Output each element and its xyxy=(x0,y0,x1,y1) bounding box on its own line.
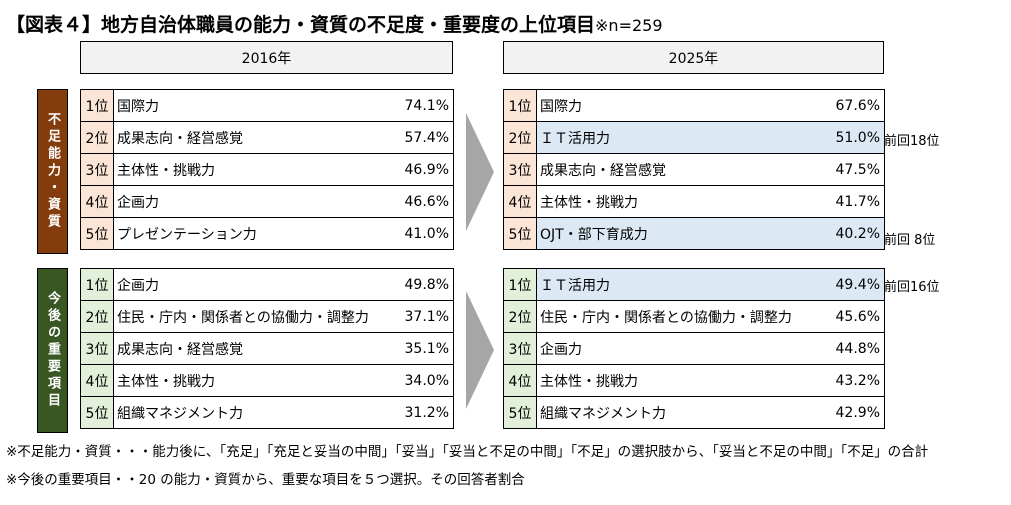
year-header-2016: 2016年 xyxy=(80,41,453,74)
rank-cell: 3位 xyxy=(80,332,114,365)
table-row: 5位 プレゼンテーション力 41.0% xyxy=(80,217,454,250)
item-cell: 企画力 xyxy=(113,185,394,218)
rank-cell: 4位 xyxy=(80,185,114,218)
page-title: 【図表４】地方自治体職員の能力・資質の不足度・重要度の上位項目※n=259 xyxy=(6,10,663,37)
previous-rank-note: 前回16位 xyxy=(884,280,940,295)
rank-cell: 5位 xyxy=(80,217,114,250)
percent-cell: 41.7% xyxy=(824,185,885,218)
arrow-right-icon xyxy=(466,113,494,231)
percent-cell: 43.2% xyxy=(824,364,885,397)
percent-cell: 45.6% xyxy=(824,300,885,333)
table-row: 3位 成果志向・経営感覚 47.5% xyxy=(503,153,885,186)
table-row: 2位 ＩＴ活用力 51.0% xyxy=(503,121,885,154)
item-cell: 住民・庁内・関係者との協働力・調整力 xyxy=(113,300,394,333)
percent-cell: 37.1% xyxy=(393,300,454,333)
rank-cell: 1位 xyxy=(503,268,537,301)
percent-cell: 67.6% xyxy=(824,89,885,122)
item-cell: 国際力 xyxy=(113,89,394,122)
percent-cell: 57.4% xyxy=(393,121,454,154)
item-cell: ＩＴ活用力 xyxy=(536,121,825,154)
table-shortage-2016: 1位 国際力 74.1% 2位 成果志向・経営感覚 57.4% 3位 主体性・挑戦力 46.9%… xyxy=(80,89,454,250)
item-cell: 成果志向・経営感覚 xyxy=(113,332,394,365)
table-importance-2025: 1位 ＩＴ活用力 49.4% 2位 住民・庁内・関係者との協働力・調整力 45.6% 3位企… xyxy=(503,268,885,429)
item-cell: 組織マネジメント力 xyxy=(536,396,825,429)
item-cell: 組織マネジメント力 xyxy=(113,396,394,429)
title-text: 【図表４】地方自治体職員の能力・資質の不足度・重要度の上位項目 xyxy=(6,14,596,36)
percent-cell: 35.1% xyxy=(393,332,454,365)
table-row: 4位 主体性・挑戦力 41.7% xyxy=(503,185,885,218)
footnote-shortage: ※不足能力・資質・・・能力後に、「充足」「充足と妥当の中間」「妥当」「妥当と不足… xyxy=(6,444,929,460)
percent-cell: 41.0% xyxy=(393,217,454,250)
table-row: 4位 企画力 46.6% xyxy=(80,185,454,218)
table-row: 1位 国際力 74.1% xyxy=(80,89,454,122)
percent-cell: 40.2% xyxy=(824,217,885,250)
rank-cell: 2位 xyxy=(503,300,537,333)
table-row: 2位 住民・庁内・関係者との協働力・調整力 45.6% xyxy=(503,300,885,333)
item-cell: プレゼンテーション力 xyxy=(113,217,394,250)
item-cell: 成果志向・経営感覚 xyxy=(536,153,825,186)
item-cell: 企画力 xyxy=(113,268,394,301)
table-row: 2位 成果志向・経営感覚 57.4% xyxy=(80,121,454,154)
percent-cell: 49.4% xyxy=(824,268,885,301)
year-header-2025: 2025年 xyxy=(503,41,884,74)
percent-cell: 74.1% xyxy=(393,89,454,122)
rank-cell: 2位 xyxy=(503,121,537,154)
section-label-importance: 今後の重要項目 xyxy=(37,268,68,433)
previous-rank-note: 前回 8位 xyxy=(884,233,936,248)
arrow-right-icon xyxy=(466,291,494,409)
table-row: 1位 ＩＴ活用力 49.4% xyxy=(503,268,885,301)
rank-cell: 3位 xyxy=(80,153,114,186)
percent-cell: 44.8% xyxy=(824,332,885,365)
percent-cell: 31.2% xyxy=(393,396,454,429)
item-cell: 主体性・挑戦力 xyxy=(536,185,825,218)
rank-cell: 4位 xyxy=(503,364,537,397)
percent-cell: 51.0% xyxy=(824,121,885,154)
table-row: 5位 OJT・部下育成力 40.2% xyxy=(503,217,885,250)
table-row: 2位 住民・庁内・関係者との協働力・調整力 37.1% xyxy=(80,300,454,333)
previous-rank-note: 前回18位 xyxy=(884,134,940,149)
rank-cell: 1位 xyxy=(503,89,537,122)
rank-cell: 4位 xyxy=(503,185,537,218)
rank-cell: 3位 xyxy=(503,153,537,186)
table-row: 3位 主体性・挑戦力 46.9% xyxy=(80,153,454,186)
percent-cell: 46.9% xyxy=(393,153,454,186)
sample-size: ※n=259 xyxy=(595,16,663,35)
item-cell: ＩＴ活用力 xyxy=(536,268,825,301)
item-cell: 住民・庁内・関係者との協働力・調整力 xyxy=(536,300,825,333)
rank-cell: 4位 xyxy=(80,364,114,397)
rank-cell: 5位 xyxy=(503,396,537,429)
item-cell: 国際力 xyxy=(536,89,825,122)
percent-cell: 46.6% xyxy=(393,185,454,218)
item-cell: 企画力 xyxy=(536,332,825,365)
percent-cell: 34.0% xyxy=(393,364,454,397)
table-shortage-2025: 1位 国際力 67.6% 2位 ＩＴ活用力 51.0% 3位 成果志向・経営感覚 47.5% 4位… xyxy=(503,89,885,250)
rank-cell: 2位 xyxy=(80,300,114,333)
table-row: 1位 国際力 67.6% xyxy=(503,89,885,122)
table-row: 5位 組織マネジメント力 42.9% xyxy=(503,396,885,429)
item-cell: OJT・部下育成力 xyxy=(536,217,825,250)
percent-cell: 42.9% xyxy=(824,396,885,429)
rank-cell: 1位 xyxy=(80,89,114,122)
item-cell: 主体性・挑戦力 xyxy=(113,364,394,397)
item-cell: 成果志向・経営感覚 xyxy=(113,121,394,154)
footnote-importance: ※今後の重要項目・・20 の能力・資質から、重要な項目を５つ選択。その回答者割合 xyxy=(6,472,525,488)
table-row: 4位 主体性・挑戦力 43.2% xyxy=(503,364,885,397)
section-label-shortage: 不足能力・資質 xyxy=(37,89,68,254)
item-cell: 主体性・挑戦力 xyxy=(113,153,394,186)
item-cell: 主体性・挑戦力 xyxy=(536,364,825,397)
rank-cell: 5位 xyxy=(80,396,114,429)
table-row: 3位 成果志向・経営感覚 35.1% xyxy=(80,332,454,365)
table-row: 3位 企画力 44.8% xyxy=(503,332,885,365)
rank-cell: 5位 xyxy=(503,217,537,250)
table-row: 5位 組織マネジメント力 31.2% xyxy=(80,396,454,429)
rank-cell: 1位 xyxy=(80,268,114,301)
table-row: 4位 主体性・挑戦力 34.0% xyxy=(80,364,454,397)
percent-cell: 47.5% xyxy=(824,153,885,186)
table-importance-2016: 1位 企画力 49.8% 2位 住民・庁内・関係者との協働力・調整力 37.1% 3位 成果志… xyxy=(80,268,454,429)
rank-cell: 3位 xyxy=(503,332,537,365)
percent-cell: 49.8% xyxy=(393,268,454,301)
table-row: 1位 企画力 49.8% xyxy=(80,268,454,301)
rank-cell: 2位 xyxy=(80,121,114,154)
